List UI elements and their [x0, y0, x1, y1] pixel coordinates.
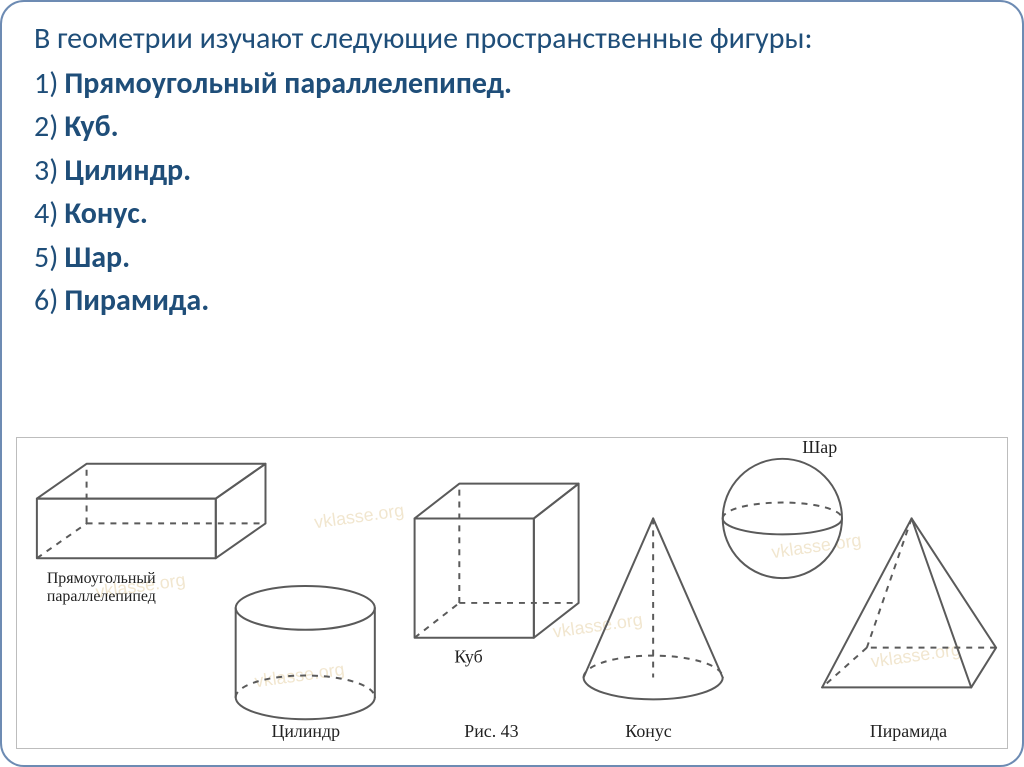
item-number: 5) — [34, 239, 58, 276]
cone-shape: Конус — [584, 518, 723, 741]
parallelepiped-shape: Прямоугольный параллелепипед — [37, 464, 266, 605]
item-number: 6) — [34, 282, 58, 319]
list-item: 3)Цилиндр. — [34, 149, 1008, 193]
figure-number: Рис. 43 — [464, 721, 518, 741]
list-item: 2)Куб. — [34, 105, 1008, 149]
item-name: Цилиндр. — [64, 152, 191, 189]
item-name: Прямоугольный параллелепипед. — [64, 65, 512, 102]
list-item: 6)Пирамида. — [34, 279, 1008, 323]
item-number: 2) — [34, 108, 58, 145]
item-number: 4) — [34, 195, 58, 232]
list-item: 4)Конус. — [34, 192, 1008, 236]
item-name: Шар. — [64, 239, 130, 276]
cone-label: Конус — [625, 721, 671, 741]
item-number: 1) — [34, 65, 58, 102]
pyramid-label: Пирамида — [870, 721, 947, 741]
shapes-figure: vklasse.org vklasse.org vklasse.org vkla… — [16, 437, 1008, 749]
watermark: vklasse.org — [870, 639, 962, 671]
item-name: Пирамида. — [64, 282, 209, 319]
list-item: 5)Шар. — [34, 236, 1008, 280]
slide-frame: В геометрии изучают следующие пространст… — [0, 0, 1024, 767]
intro-text: В геометрии изучают следующие пространст… — [34, 20, 1004, 58]
watermark: vklasse.org — [253, 659, 345, 691]
list-item: 1)Прямоугольный параллелепипед. — [34, 62, 1008, 106]
shape-list: 1)Прямоугольный параллелепипед. 2)Куб. 3… — [34, 62, 1008, 323]
shapes-svg: vklasse.org vklasse.org vklasse.org vkla… — [17, 438, 1007, 748]
sphere-label: Шар — [802, 438, 837, 457]
item-name: Куб. — [64, 108, 118, 145]
parallelepiped-label-2: параллелепипед — [47, 588, 156, 605]
item-name: Конус. — [64, 195, 148, 232]
cube-label: Куб — [454, 647, 482, 667]
parallelepiped-label-1: Прямоугольный — [47, 570, 156, 587]
pyramid-shape: Пирамида — [822, 518, 996, 741]
cylinder-label: Цилиндр — [271, 721, 340, 741]
watermark: vklasse.org — [313, 500, 405, 532]
item-number: 3) — [34, 152, 58, 189]
watermarks: vklasse.org vklasse.org vklasse.org vkla… — [94, 500, 962, 691]
